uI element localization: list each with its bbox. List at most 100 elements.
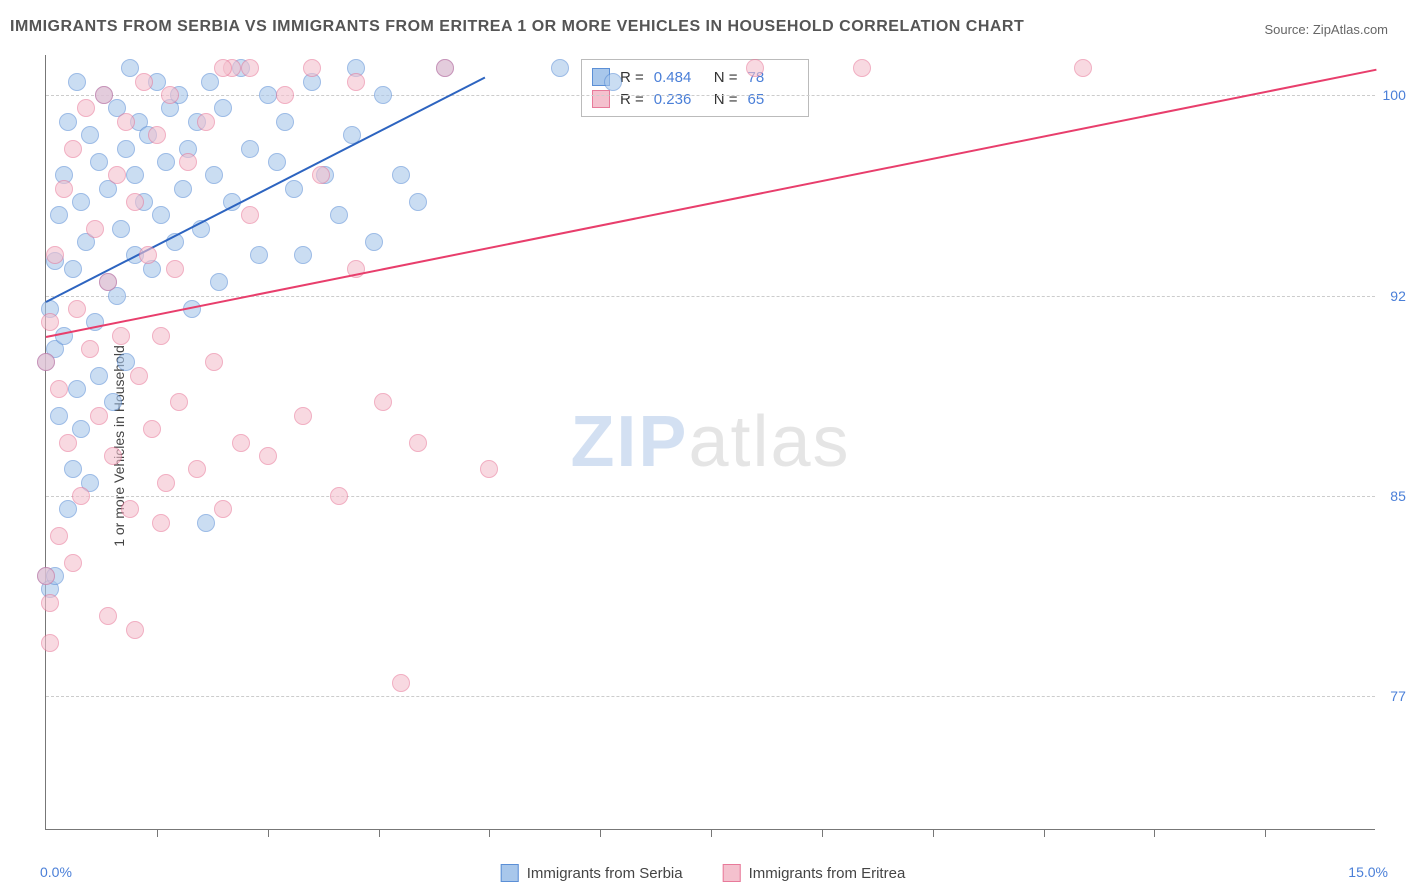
scatter-point [201,73,219,91]
scatter-point [81,340,99,358]
scatter-point [436,59,454,77]
scatter-point [170,393,188,411]
watermark: ZIPatlas [570,401,850,483]
scatter-point [250,246,268,264]
scatter-point [330,487,348,505]
stat-r-value: 0.484 [654,69,704,86]
scatter-point [197,113,215,131]
scatter-point [64,554,82,572]
bottom-legend: Immigrants from Serbia Immigrants from Er… [501,864,906,882]
scatter-point [179,153,197,171]
scatter-point [604,73,622,91]
scatter-point [285,180,303,198]
scatter-point [157,153,175,171]
scatter-point [161,86,179,104]
scatter-point [409,434,427,452]
scatter-point [241,206,259,224]
y-tick-label: 100.0% [1383,87,1406,103]
scatter-point [148,126,166,144]
scatter-point [41,313,59,331]
legend-label: Immigrants from Eritrea [749,865,906,882]
scatter-point [276,113,294,131]
legend-item: Immigrants from Eritrea [723,864,906,882]
scatter-point [68,73,86,91]
scatter-point [37,353,55,371]
scatter-point [241,140,259,158]
scatter-point [126,193,144,211]
scatter-point [214,59,232,77]
scatter-point [232,434,250,452]
scatter-point [480,460,498,478]
scatter-point [37,567,55,585]
x-tick [933,829,934,837]
scatter-point [139,246,157,264]
scatter-point [152,514,170,532]
scatter-point [294,246,312,264]
scatter-point [99,273,117,291]
scatter-point [746,59,764,77]
scatter-point [121,500,139,518]
scatter-point [41,634,59,652]
x-tick [711,829,712,837]
x-tick [822,829,823,837]
scatter-point [374,393,392,411]
scatter-point [72,193,90,211]
x-tick [600,829,601,837]
scatter-point [1074,59,1092,77]
scatter-point [259,86,277,104]
scatter-point [90,153,108,171]
scatter-point [126,621,144,639]
scatter-point [81,126,99,144]
stat-r-value: 0.236 [654,91,704,108]
y-tick-label: 85.0% [1390,488,1406,504]
x-tick [489,829,490,837]
scatter-point [50,206,68,224]
legend-swatch [592,90,610,108]
scatter-point [46,246,64,264]
scatter-point [108,166,126,184]
scatter-point [241,59,259,77]
plot-area: ZIPatlas R =0.484N =78R =0.236N =65 77.5… [45,55,1375,830]
x-tick [1265,829,1266,837]
stats-row: R =0.236N =65 [592,88,798,110]
scatter-point [126,166,144,184]
x-tick [268,829,269,837]
scatter-point [55,180,73,198]
x-tick [1154,829,1155,837]
scatter-point [214,99,232,117]
scatter-point [50,380,68,398]
scatter-point [276,86,294,104]
scatter-point [90,367,108,385]
stat-n-label: N = [714,91,738,108]
y-tick-label: 77.5% [1390,688,1406,704]
scatter-point [205,353,223,371]
scatter-point [312,166,330,184]
scatter-point [72,420,90,438]
stat-n-label: N = [714,69,738,86]
y-tick-label: 92.5% [1390,288,1406,304]
scatter-point [99,607,117,625]
scatter-point [409,193,427,211]
x-tick [1044,829,1045,837]
scatter-point [197,514,215,532]
scatter-point [64,460,82,478]
stat-r-label: R = [620,91,644,108]
scatter-point [551,59,569,77]
scatter-point [95,86,113,104]
scatter-point [392,166,410,184]
scatter-point [174,180,192,198]
gridline [46,696,1375,697]
legend-label: Immigrants from Serbia [527,865,683,882]
scatter-point [59,500,77,518]
scatter-point [152,327,170,345]
scatter-point [152,206,170,224]
scatter-point [117,113,135,131]
scatter-point [50,527,68,545]
scatter-point [166,260,184,278]
scatter-point [365,233,383,251]
chart-title: IMMIGRANTS FROM SERBIA VS IMMIGRANTS FRO… [10,18,1024,36]
legend-swatch [723,864,741,882]
x-tick [379,829,380,837]
x-tick [157,829,158,837]
scatter-point [130,367,148,385]
